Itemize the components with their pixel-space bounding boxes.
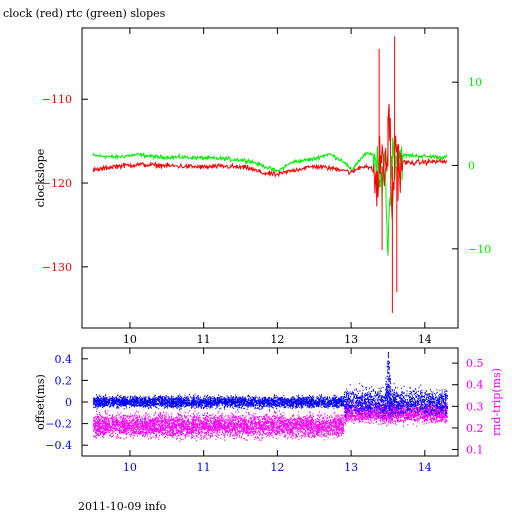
bottom-plot-area bbox=[93, 351, 448, 442]
top-y2-tick-label: 0 bbox=[468, 160, 475, 173]
top-plot-area bbox=[92, 36, 448, 313]
scatter-rnd-trip bbox=[93, 398, 448, 442]
bottom-x-tick-label: 11 bbox=[197, 461, 211, 474]
top-plot-frame bbox=[81, 27, 459, 329]
top-axes: 10 11 12 13 14 −110 −120 −130 10 0 −10 bbox=[42, 28, 491, 346]
bottom-y-axis-label: offset(ms) bbox=[34, 374, 47, 430]
bottom-y-tick-label: −0.4 bbox=[45, 439, 72, 452]
bottom-y-tick-label: 0.4 bbox=[55, 353, 73, 366]
top-y-tick-label: −130 bbox=[42, 261, 72, 274]
bottom-axes: 10 11 12 13 14 0.4 0.2 0 −0.2 −0.4 0.5 0.4 0.3 0.2 0.1 bbox=[45, 348, 484, 474]
top-x-tick-label: 14 bbox=[418, 333, 432, 346]
top-x-tick-label: 13 bbox=[344, 333, 358, 346]
bottom-x-tick-label: 10 bbox=[123, 461, 137, 474]
top-y-axis-label: clockslope bbox=[34, 149, 47, 207]
bottom-x-tick-label: 12 bbox=[270, 461, 284, 474]
top-y2-tick-label: −10 bbox=[468, 243, 491, 256]
bottom-y2-tick-label: 0.2 bbox=[466, 422, 484, 435]
top-x-tick-label: 11 bbox=[197, 333, 211, 346]
top-y-tick-label: −120 bbox=[42, 177, 72, 190]
bottom-y2-tick-label: 0.4 bbox=[466, 379, 484, 392]
bottom-y2-tick-label: 0.5 bbox=[466, 357, 484, 370]
bottom-y2-axis-label: rnd-trip(ms) bbox=[490, 368, 503, 436]
top-x-tick-label: 10 bbox=[123, 333, 137, 346]
bottom-x-tick-label: 13 bbox=[344, 461, 358, 474]
bottom-x-tick-label: 14 bbox=[418, 461, 432, 474]
top-y-tick-label: −110 bbox=[42, 93, 72, 106]
top-x-tick-label: 12 bbox=[270, 333, 284, 346]
bottom-y-tick-label: 0 bbox=[65, 396, 72, 409]
series-line-clock bbox=[92, 103, 448, 219]
bottom-y2-tick-label: 0.1 bbox=[466, 444, 484, 457]
top-y2-tick-label: 10 bbox=[468, 76, 482, 89]
bottom-y-tick-label: 0.2 bbox=[55, 374, 73, 387]
chart-title: clock (red) rtc (green) slopes bbox=[3, 7, 166, 20]
scatter-offset bbox=[93, 351, 448, 420]
bottom-y-tick-label: −0.2 bbox=[45, 418, 72, 431]
series-line-rtc bbox=[92, 137, 448, 256]
bottom-y2-tick-label: 0.3 bbox=[466, 400, 484, 413]
footer-label: 2011-10-09 info bbox=[78, 500, 167, 512]
